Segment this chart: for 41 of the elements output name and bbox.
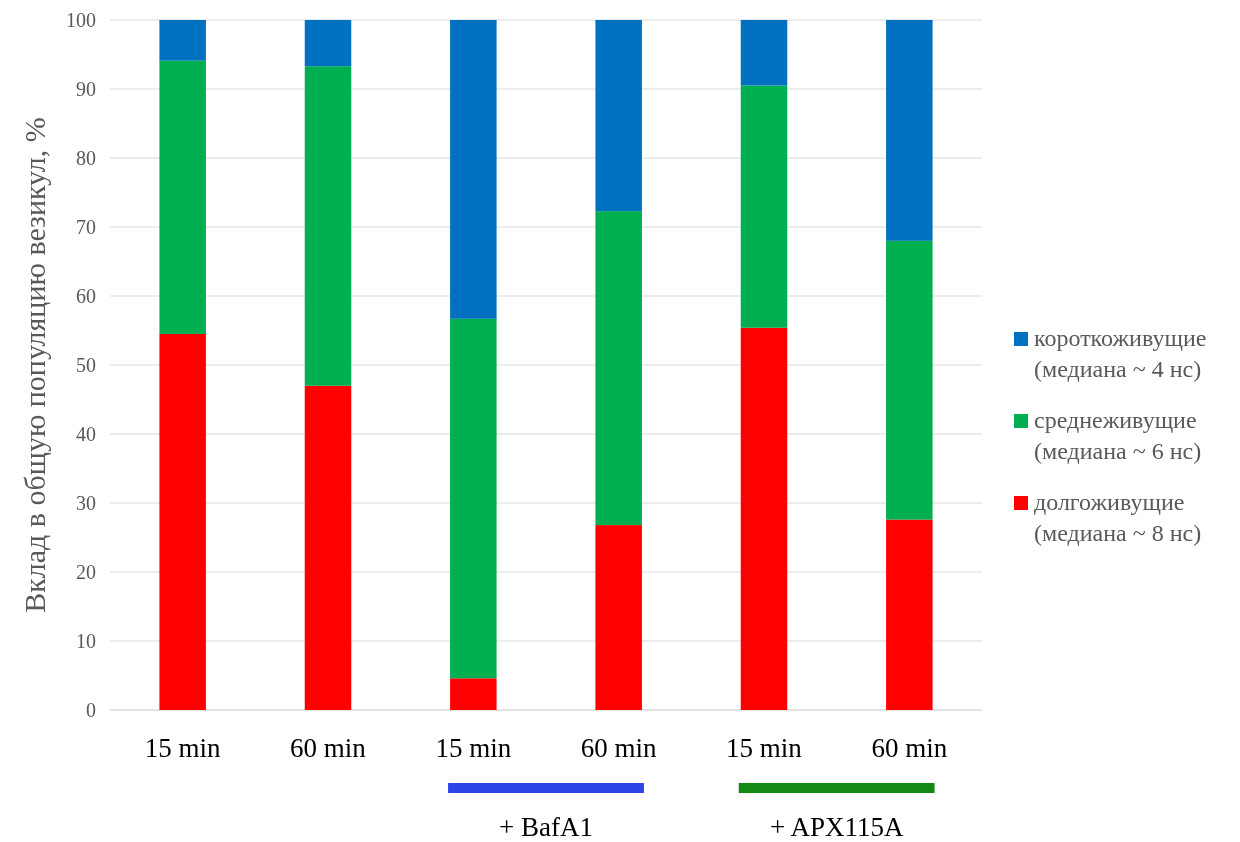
y-axis-title: Вклад в общую популяцию везикул, % (18, 117, 51, 613)
bar (304, 385, 352, 710)
x-tick-label: 60 min (871, 733, 948, 763)
bar (450, 318, 497, 679)
text: + BafA1 (499, 812, 593, 842)
bar (304, 66, 352, 386)
y-tick-label: 40 (76, 423, 96, 445)
bar (595, 211, 642, 526)
y-tick-label: 90 (76, 78, 96, 100)
bar (450, 678, 497, 710)
text: + APX115A (769, 812, 904, 842)
y-tick-label: 80 (76, 147, 96, 169)
bar (740, 327, 788, 710)
bar (886, 240, 933, 520)
y-tick-label: 20 (76, 561, 96, 583)
y-tick-label: 60 (76, 285, 96, 307)
x-tick-label: 15 min (435, 733, 512, 763)
x-tick-label: 15 min (144, 733, 222, 763)
legend-label: короткоживущие (медиана ~ 4 нс) (1034, 325, 1207, 382)
bar (740, 85, 788, 328)
y-tick-label: 0 (86, 699, 96, 721)
legend-label: среднеживущие (медиана ~ 6 нс) (1034, 407, 1202, 464)
bar (595, 525, 642, 710)
bar (595, 20, 642, 212)
legend-label: долгоживущие (медиана ~ 8 нс) (1034, 489, 1202, 546)
y-tick-label: 10 (76, 630, 96, 652)
bar (886, 519, 933, 710)
y-tick-label: 30 (76, 492, 96, 514)
bar (159, 333, 206, 710)
bar (304, 20, 352, 67)
x-tick-label: 15 min (726, 733, 803, 763)
bar (886, 20, 933, 241)
y-tick-label: 70 (76, 216, 96, 238)
bar (450, 20, 497, 319)
bar (159, 60, 206, 334)
x-tick-label: 60 min (290, 733, 367, 763)
y-tick-label: 50 (76, 354, 96, 376)
x-tick-label: 60 min (580, 733, 658, 763)
bar (740, 20, 788, 86)
y-tick-label: 100 (66, 9, 96, 31)
bar (159, 20, 206, 61)
